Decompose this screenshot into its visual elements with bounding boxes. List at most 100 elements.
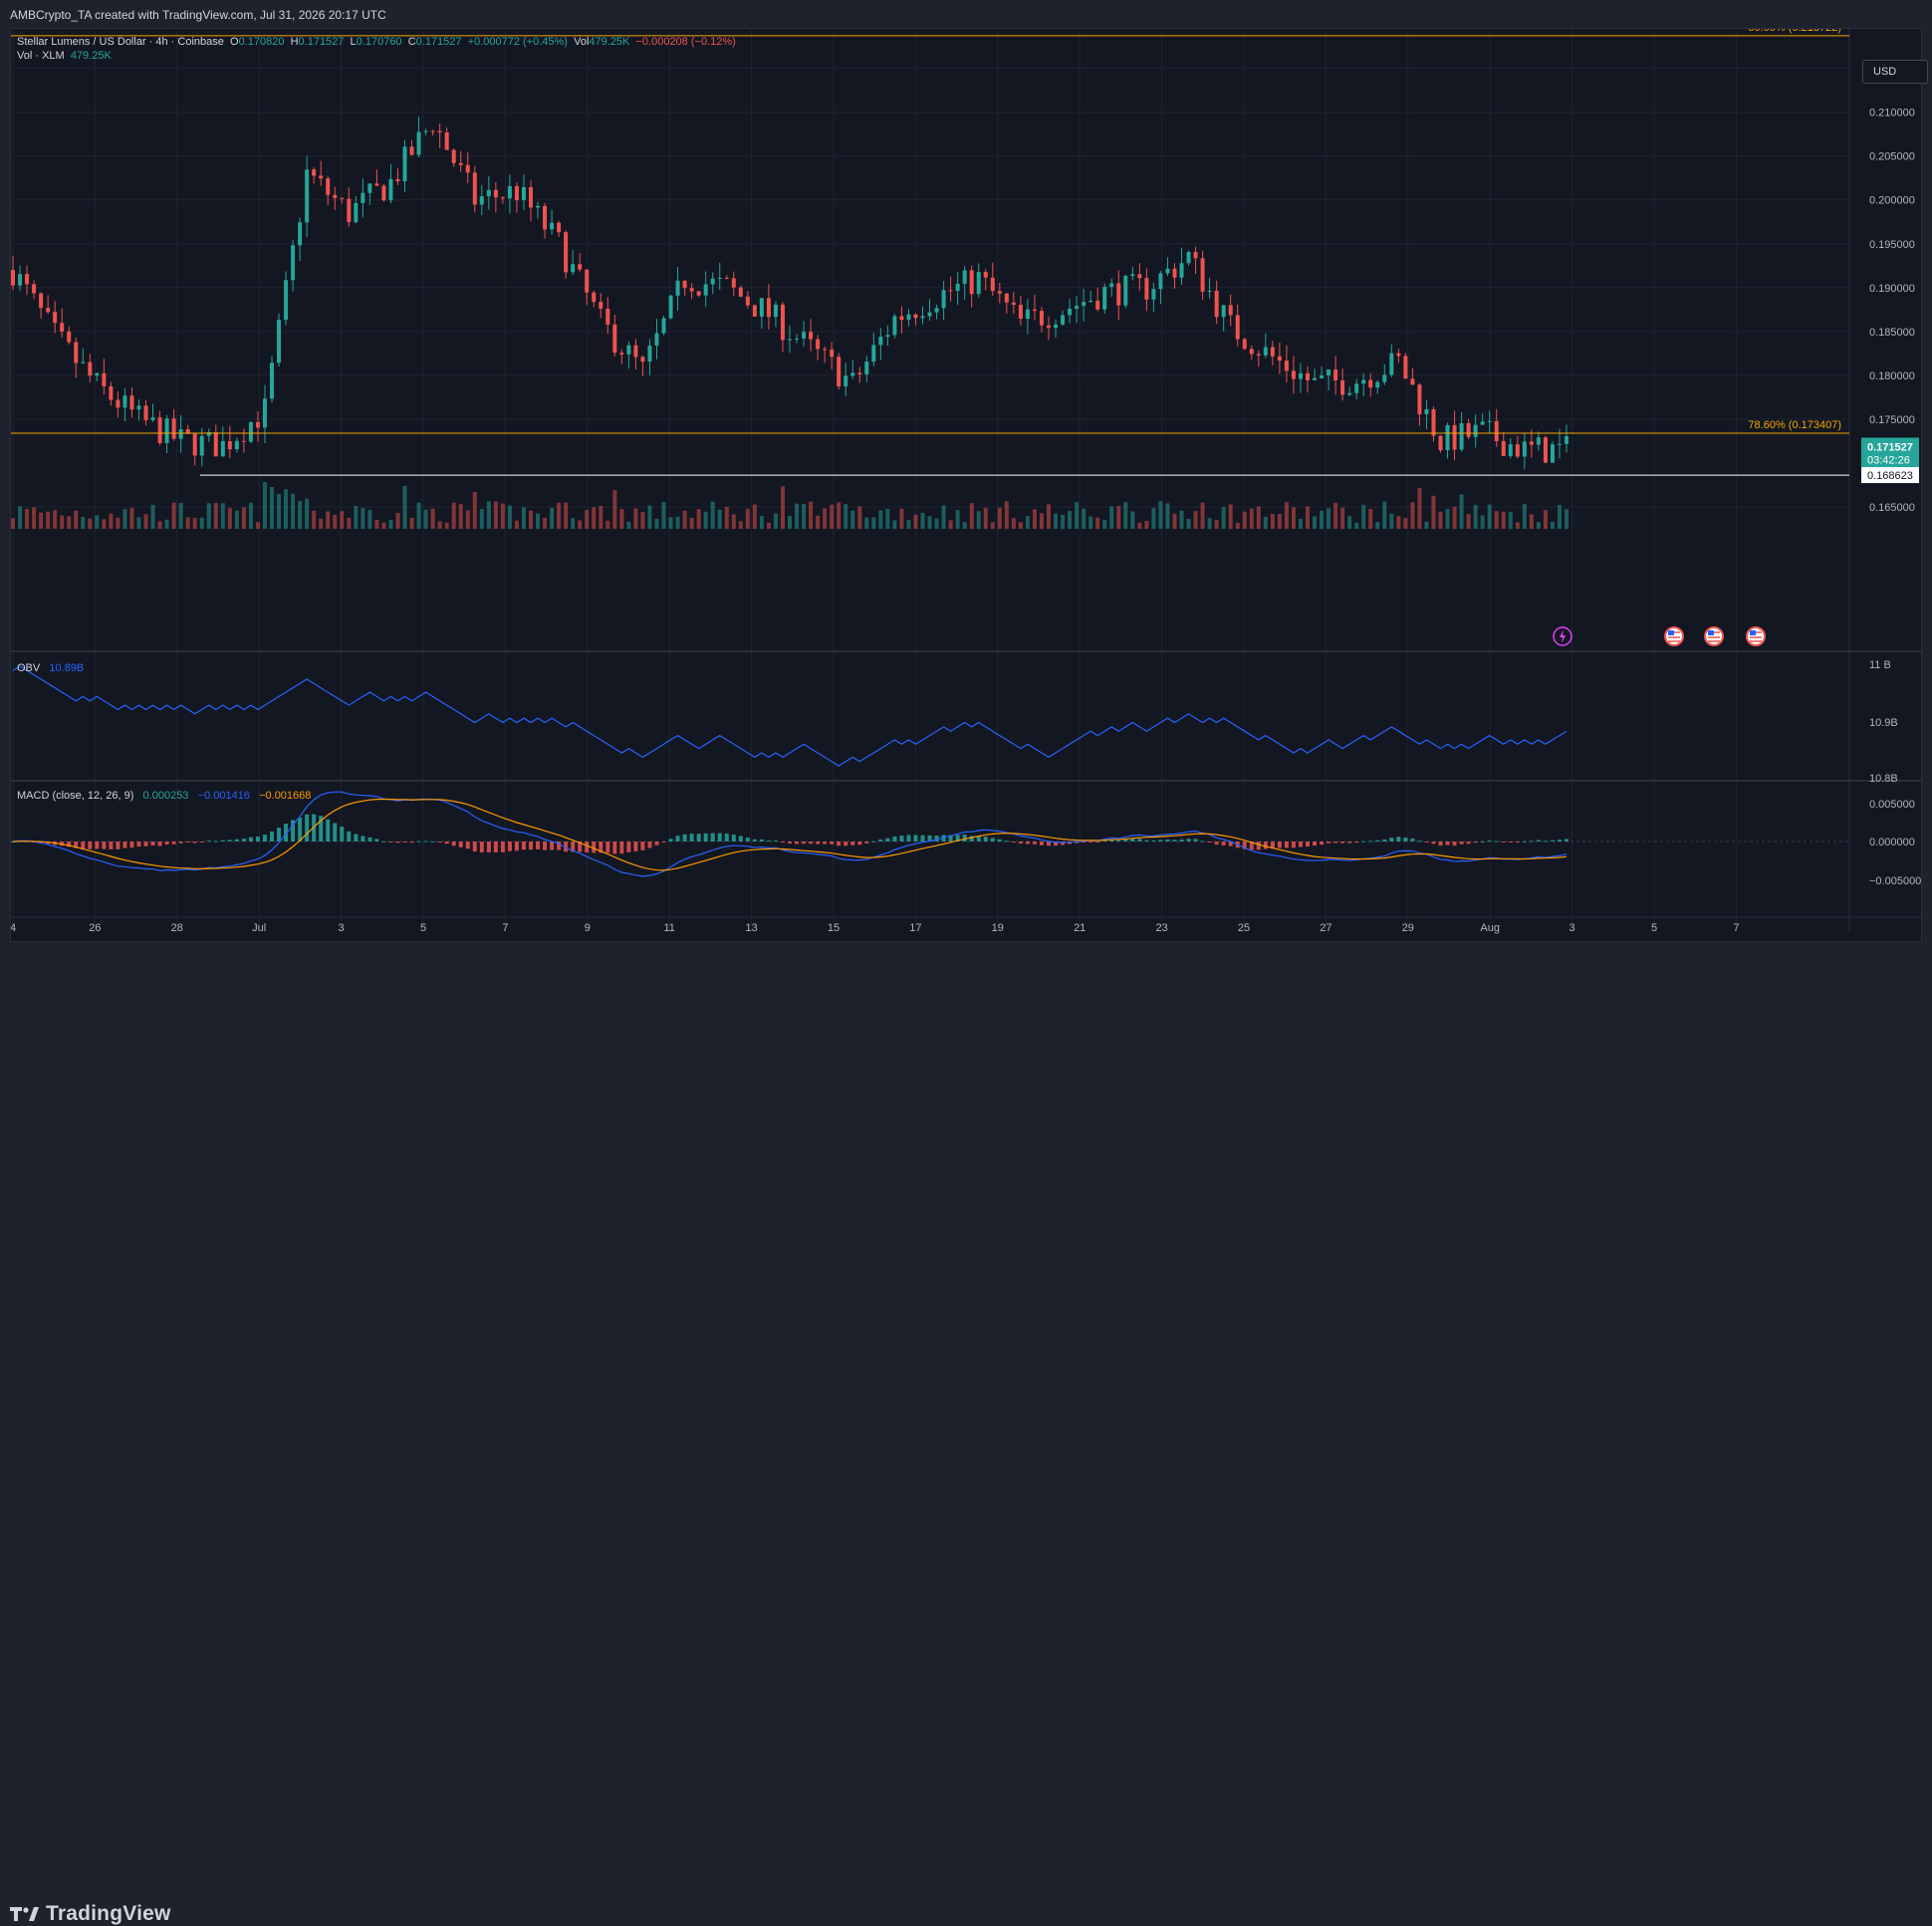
us-flag-icon[interactable] [1704, 626, 1724, 646]
author-credit: AMBCrypto_TA created with TradingView.co… [10, 8, 386, 22]
low-value: 0.170760 [356, 36, 402, 48]
candle-body [1410, 378, 1415, 385]
volume-bar [95, 515, 100, 529]
volume-bar [1306, 506, 1310, 529]
macd-tick-label: 0.005000 [1869, 799, 1915, 811]
macd-histogram-bar [1313, 842, 1318, 846]
volume-bar [1068, 511, 1073, 529]
macd-histogram-bar [1061, 842, 1066, 845]
candle-body [1144, 278, 1149, 300]
vol-change: −0.000208 (−0.12%) [635, 36, 736, 48]
volume-bar [899, 508, 904, 529]
current-price-label: 0.171527 [1867, 441, 1913, 453]
tradingview-logo[interactable]: TradingView [10, 1902, 171, 1926]
candle-body [354, 202, 359, 223]
volume-bar [521, 507, 526, 529]
volume-bar [816, 515, 821, 529]
volume-bar [129, 507, 134, 529]
volume-bar [844, 504, 848, 529]
volume-bar [248, 502, 253, 529]
candle-body [1082, 302, 1087, 307]
volume-bar [1228, 504, 1233, 529]
candle-body [976, 272, 981, 295]
macd-histogram-bar [816, 842, 821, 844]
candle-body [374, 183, 379, 186]
volume-bar [1054, 513, 1059, 529]
candle-body [941, 290, 946, 309]
price-axis[interactable]: 0.2150000.2100000.2050000.2000000.195000… [1861, 64, 1919, 514]
volume-bar [18, 506, 23, 529]
chart-panel[interactable]: 50.00% (0.218722)78.60% (0.173407) 11 B1… [10, 22, 1928, 942]
candle-body [1508, 444, 1513, 456]
volume-bar [381, 522, 386, 529]
volume-bar [1354, 522, 1359, 529]
macd-histogram-bar [305, 814, 310, 842]
candle-body [192, 433, 197, 456]
time-tick-label: Aug [1480, 922, 1500, 934]
candle-body [578, 264, 583, 270]
volume-bar [1291, 507, 1296, 529]
macd-histogram-bar [1207, 842, 1212, 843]
candle-body [109, 385, 114, 400]
volume-bar [788, 516, 792, 529]
candle-body [39, 293, 44, 309]
candle-body [1018, 305, 1023, 320]
candle-body [18, 274, 23, 286]
macd-histogram-bar [976, 836, 981, 842]
candle-body [1501, 441, 1506, 456]
candle-body [1487, 420, 1492, 422]
macd-histogram-bar [823, 842, 828, 844]
candle-body [885, 335, 890, 338]
macd-histogram-bar [157, 842, 162, 846]
macd-histogram-bar [206, 841, 211, 843]
macd-histogram-bar [333, 823, 338, 842]
time-axis[interactable]: 4 26 28 Jul 3 5 7 9 11 13 15 17 19 21 23 25 27 29 Aug 3 5 7 [10, 916, 1921, 934]
vol-value: 479.25K [589, 36, 630, 48]
volume-bar [479, 509, 484, 529]
macd-histogram-bar [1256, 842, 1261, 850]
macd-histogram-bar [1368, 841, 1373, 843]
candle-body [962, 270, 967, 284]
macd-histogram-bar [857, 842, 862, 845]
macd-histogram-bar [1172, 840, 1177, 842]
macd-histogram-bar [1011, 842, 1016, 843]
candle-body [248, 421, 253, 442]
candle-body [1004, 293, 1009, 303]
volume-bar [689, 518, 694, 529]
us-flag-icon[interactable] [1664, 626, 1684, 646]
macd-histogram-bar [906, 835, 911, 842]
obv-tick-label: 10.8B [1869, 773, 1898, 785]
macd-histogram-bar [752, 839, 757, 842]
volume-bar [976, 511, 981, 529]
volume-bar [1116, 506, 1121, 529]
macd-pane: 0.005000 0.000000 −0.005000 [11, 791, 1921, 887]
currency-button[interactable]: USD [1862, 60, 1928, 84]
volume-bar [871, 517, 876, 529]
volume-bar [1438, 511, 1443, 529]
volume-bar [1396, 516, 1401, 529]
macd-histogram-bar [1270, 842, 1275, 849]
candle-body [361, 192, 365, 203]
candle-body [1179, 263, 1184, 278]
us-flag-canton [1750, 630, 1756, 635]
lightning-event-icon[interactable] [1553, 626, 1572, 646]
macd-histogram-bar [164, 842, 169, 844]
candle-body [759, 298, 764, 317]
volume-bar [1193, 511, 1198, 529]
candle-body [1109, 283, 1114, 288]
event-markers[interactable] [1553, 626, 1766, 646]
candle-body [689, 288, 694, 292]
volume-bar [1333, 502, 1338, 529]
volume-bar [102, 519, 107, 529]
chart-canvas[interactable]: 50.00% (0.218722)78.60% (0.173407) 11 B1… [10, 22, 1921, 941]
volume-bar [451, 502, 456, 529]
candle-body [270, 362, 274, 399]
price-tick-label: 0.200000 [1869, 195, 1915, 207]
us-flag-icon[interactable] [1746, 626, 1766, 646]
macd-histogram-bar [571, 842, 576, 852]
candle-body [1480, 421, 1485, 425]
volume-bar [53, 510, 58, 529]
volume-bar [1466, 514, 1471, 529]
volume-bar [927, 516, 932, 529]
candle-body [81, 361, 86, 363]
